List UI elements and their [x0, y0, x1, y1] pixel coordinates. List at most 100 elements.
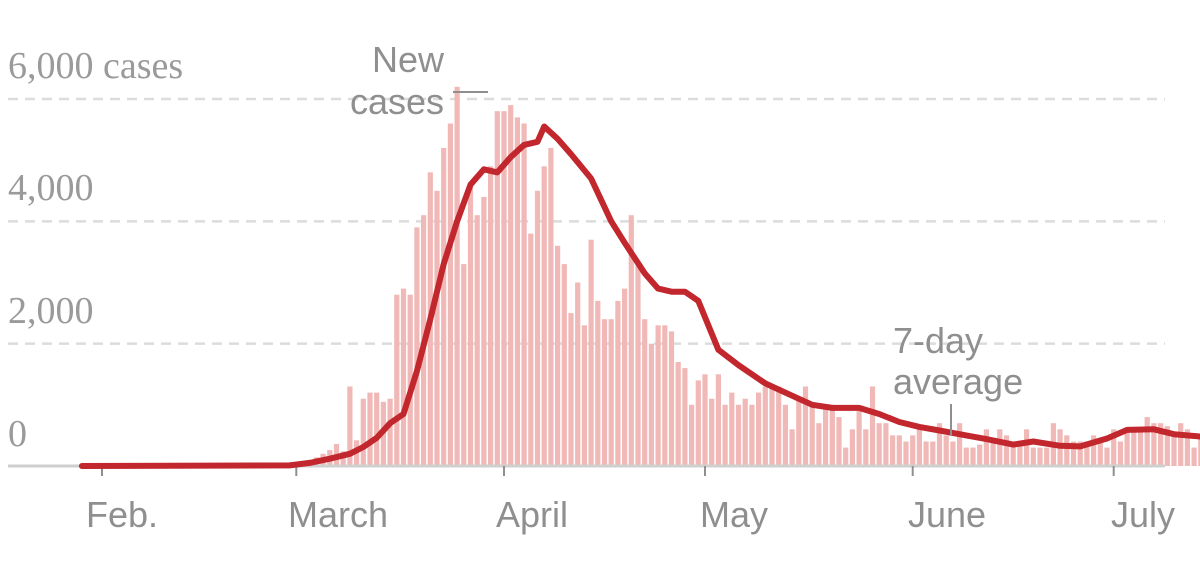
bar	[970, 447, 976, 466]
bar	[601, 319, 608, 466]
bar	[595, 300, 601, 466]
bar	[1198, 435, 1200, 466]
bar	[735, 404, 742, 466]
bar	[849, 429, 855, 466]
bar	[474, 215, 480, 466]
bar	[340, 451, 346, 466]
bar	[447, 123, 453, 466]
bar	[635, 264, 641, 466]
bar	[521, 123, 527, 466]
bar	[1037, 447, 1043, 466]
bar	[1144, 417, 1150, 466]
seven-day-average-line	[78, 123, 1200, 469]
bar	[655, 325, 661, 466]
bar	[501, 111, 507, 466]
bar	[541, 166, 547, 467]
bar	[374, 392, 380, 466]
new-cases-label-line1: New	[372, 39, 445, 80]
bar	[715, 374, 721, 467]
bar	[890, 435, 896, 466]
bar	[809, 404, 815, 466]
bar	[1003, 435, 1010, 466]
bar	[903, 441, 909, 466]
bar	[615, 300, 621, 466]
bar	[1010, 441, 1016, 466]
bar	[702, 374, 708, 467]
bar	[568, 313, 574, 466]
bar	[936, 423, 943, 466]
bar	[762, 386, 768, 466]
x-tick-label-june: June	[908, 494, 986, 535]
bar	[1017, 441, 1023, 466]
average-label-line2: average	[893, 361, 1023, 402]
new-cases-annotation: New cases	[350, 39, 488, 122]
bar	[776, 386, 782, 466]
bar	[977, 444, 983, 466]
bar	[1024, 429, 1030, 466]
bar	[441, 147, 447, 466]
bar	[467, 184, 474, 466]
bar	[461, 264, 467, 466]
bar	[957, 423, 963, 466]
bar	[1191, 447, 1197, 466]
bar	[387, 398, 393, 466]
average-label-line1: 7-day	[893, 320, 983, 361]
bar	[983, 429, 989, 466]
bar	[1178, 423, 1184, 466]
bar	[588, 239, 594, 466]
bar	[675, 362, 681, 466]
bar	[400, 288, 407, 466]
bar	[749, 404, 755, 466]
bar	[789, 429, 795, 466]
bar	[1064, 435, 1070, 466]
bar	[481, 196, 487, 466]
bar	[1084, 441, 1090, 466]
bar	[1030, 447, 1036, 466]
bar	[648, 343, 654, 466]
bar	[769, 386, 775, 466]
x-tick-label-april: April	[496, 494, 568, 535]
bar	[856, 410, 862, 466]
bar	[514, 117, 520, 467]
bar	[802, 386, 809, 466]
bar	[782, 404, 788, 466]
bar	[1164, 426, 1170, 466]
bar	[876, 423, 882, 466]
bar	[709, 398, 715, 466]
bar	[548, 147, 554, 466]
bar	[1151, 423, 1157, 466]
seven-day-average-annotation: 7-day average	[893, 320, 1023, 436]
bar	[816, 423, 822, 466]
bar	[581, 325, 587, 466]
bar	[695, 380, 701, 466]
bar	[575, 282, 581, 466]
x-tick-label-may: May	[700, 494, 768, 535]
x-tick-label-march: March	[288, 494, 388, 535]
bar	[414, 227, 420, 466]
bar	[1131, 429, 1137, 466]
bar	[508, 105, 514, 466]
bar	[829, 404, 835, 466]
bar	[662, 325, 668, 466]
y-tick-label-0: 0	[8, 413, 27, 455]
bar	[869, 386, 876, 466]
bar	[561, 264, 567, 466]
bar	[689, 404, 695, 466]
bar	[668, 331, 675, 466]
grid-lines	[8, 97, 1165, 345]
bar	[394, 294, 400, 466]
bar	[836, 417, 842, 466]
x-tick-label-july: July	[1111, 494, 1175, 535]
bar	[407, 294, 413, 466]
bar	[910, 435, 916, 466]
bar	[1044, 447, 1050, 466]
bar	[1097, 441, 1103, 466]
bar	[742, 398, 748, 466]
bar	[930, 441, 936, 466]
bar	[756, 392, 762, 466]
bar	[1184, 429, 1190, 466]
bar	[997, 429, 1003, 466]
bar	[1104, 447, 1110, 466]
bar	[950, 441, 956, 466]
